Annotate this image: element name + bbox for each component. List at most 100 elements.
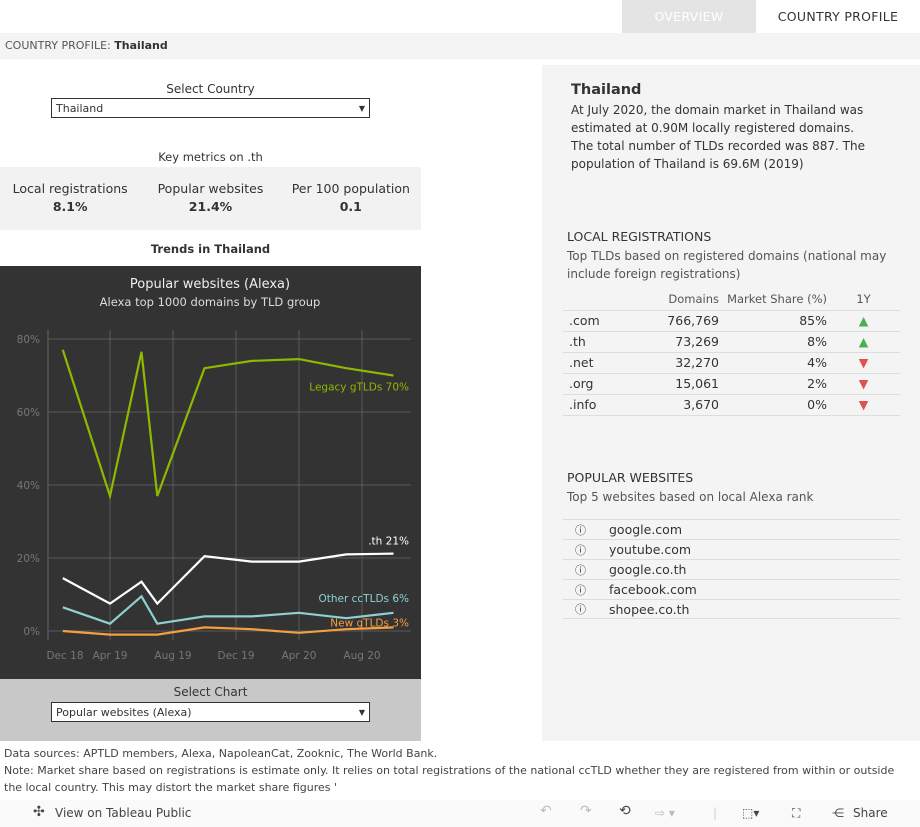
popular-websites-subtitle: Top 5 websites based on local Alexa rank — [567, 490, 814, 504]
domains: 15,061 — [633, 373, 719, 395]
series-label: New gTLDs 3% — [330, 617, 409, 629]
x-tick-label: Aug 20 — [343, 650, 380, 662]
website-name: shopee.co.th — [609, 601, 690, 617]
domains: 3,670 — [633, 394, 719, 416]
undo-icon[interactable]: ↶ — [540, 803, 552, 819]
download-icon[interactable]: ⬚▾ — [742, 806, 760, 820]
y-tick-label: 0% — [23, 626, 40, 638]
data-sources-note: Data sources: APTLD members, Alexa, Napo… — [4, 747, 438, 760]
metric-per-100-population: Per 100 population 0.1 — [291, 181, 410, 214]
market-share: 2% — [719, 373, 827, 395]
trend-down-icon: ▼ — [827, 373, 900, 395]
market-share: 0% — [719, 394, 827, 416]
dropdown-arrow-icon: ▼ — [358, 707, 365, 717]
country-select[interactable]: Thailand ▼ — [51, 98, 370, 118]
revert-icon[interactable]: ⟲ — [619, 803, 631, 819]
dropdown-arrow-icon: ▼ — [358, 103, 365, 113]
share-button[interactable]: Share — [853, 806, 888, 820]
chart-title: Popular websites (Alexa) — [130, 277, 290, 292]
domains: 766,769 — [633, 310, 719, 332]
series-label: .th 21% — [368, 536, 409, 548]
popular-websites-list: ⓘ google.com ⓘ youtube.com ⓘ google.co.th ⓘ fac… — [563, 519, 900, 619]
share-icon[interactable]: ⋲ — [832, 806, 844, 820]
country-detail-panel: Thailand At July 2020, the domain market… — [542, 65, 920, 741]
local-registrations-title: LOCAL REGISTRATIONS — [567, 229, 712, 244]
breadcrumb: COUNTRY PROFILE: Thailand — [0, 33, 920, 59]
tld: .com — [563, 310, 633, 332]
chart-select[interactable]: Popular websites (Alexa) ▼ — [51, 702, 370, 722]
x-tick-label: Dec 19 — [217, 650, 254, 662]
series-label: Legacy gTLDs 70% — [309, 382, 409, 394]
domains: 73,269 — [633, 331, 719, 353]
x-tick-label: Dec 18 — [46, 650, 83, 662]
website-item[interactable]: ⓘ facebook.com — [563, 579, 900, 599]
redo-icon[interactable]: ↷ — [580, 803, 592, 819]
tableau-toolbar: ✣ View on Tableau Public ↶ ↷ ⟲ ⇨ ▾ | ⬚▾ … — [0, 800, 920, 827]
info-icon[interactable]: ⓘ — [575, 603, 586, 616]
domains: 32,270 — [633, 352, 719, 374]
trend-up-icon: ▲ — [827, 310, 900, 332]
website-item[interactable]: ⓘ google.co.th — [563, 559, 900, 579]
chart-select-panel: Select Chart Popular websites (Alexa) ▼ — [0, 679, 421, 741]
tableau-logo-icon: ✣ — [33, 804, 45, 820]
local-registrations-subtitle: Top TLDs based on registered domains (na… — [567, 249, 887, 281]
website-name: youtube.com — [609, 542, 692, 557]
metric-local-registrations: Local registrations 8.1% — [12, 181, 128, 214]
info-icon[interactable]: ⓘ — [575, 523, 586, 537]
trend-down-icon: ▼ — [827, 394, 900, 416]
trend-up-icon: ▲ — [827, 331, 900, 353]
breadcrumb-label: COUNTRY PROFILE: — [5, 39, 111, 52]
info-icon[interactable]: ⓘ — [575, 543, 586, 557]
series-line--th[interactable] — [62, 552, 394, 606]
market-share: 4% — [719, 352, 827, 374]
series-line-new-gtlds[interactable] — [62, 626, 394, 636]
y-tick-label: 80% — [17, 334, 40, 346]
y-tick-label: 60% — [17, 407, 40, 419]
market-share-note: Note: Market share based on registration… — [4, 764, 895, 794]
website-name: google.com — [609, 522, 682, 537]
tld-row: .th 73,269 8% ▲ — [563, 331, 900, 353]
website-name: google.co.th — [609, 562, 687, 577]
fullscreen-icon[interactable]: ⛶ — [792, 806, 801, 820]
footnotes: Data sources: APTLD members, Alexa, Napo… — [4, 745, 914, 796]
view-on-tableau-link[interactable]: View on Tableau Public — [55, 806, 192, 820]
y-tick-label: 40% — [17, 480, 40, 492]
website-item[interactable]: ⓘ google.com — [563, 519, 900, 539]
trend-down-icon: ▼ — [827, 352, 900, 374]
select-country-label: Select Country — [166, 82, 255, 96]
market-share: 8% — [719, 331, 827, 353]
country-select-value: Thailand — [56, 101, 104, 115]
tld-table: Domains Market Share (%) 1Y .com 766,769 85%… — [563, 289, 900, 416]
series-line-other-cctlds[interactable] — [62, 594, 394, 625]
series-line-legacy-gtlds[interactable] — [61, 349, 394, 501]
tab-overview[interactable]: OVERVIEW — [622, 0, 756, 33]
tld-row: .org 15,061 2% ▼ — [563, 373, 900, 395]
tld: .th — [563, 331, 633, 353]
country-summary: At July 2020, the domain market in Thail… — [571, 103, 865, 171]
x-tick-label: Apr 20 — [282, 650, 317, 662]
tld-row: .info 3,670 0% ▼ — [563, 394, 900, 416]
key-metrics-title: Key metrics on .th — [158, 150, 263, 164]
website-item[interactable]: ⓘ shopee.co.th — [563, 599, 900, 619]
website-item[interactable]: ⓘ youtube.com — [563, 539, 900, 559]
trends-title: Trends in Thailand — [150, 242, 271, 256]
select-chart-label: Select Chart — [173, 685, 248, 699]
country-name: Thailand — [571, 82, 642, 98]
info-icon[interactable]: ⓘ — [575, 563, 586, 577]
info-icon[interactable]: ⓘ — [575, 583, 586, 597]
chart-subtitle: Alexa top 1000 domains by TLD group — [100, 295, 321, 309]
chart-select-value: Popular websites (Alexa) — [56, 705, 192, 719]
tld: .org — [563, 373, 633, 395]
tld: .net — [563, 352, 633, 374]
key-metrics: Local registrations 8.1% Popular websites… — [0, 167, 421, 230]
refresh-icon[interactable]: ⇨ ▾ — [655, 806, 675, 820]
tld-row: .com 766,769 85% ▲ — [563, 310, 900, 332]
breadcrumb-country: Thailand — [114, 39, 168, 52]
y-tick-label: 20% — [17, 553, 40, 565]
market-share: 85% — [719, 310, 827, 332]
series-label: Other ccTLDs 6% — [318, 593, 409, 605]
x-tick-label: Apr 19 — [93, 650, 128, 662]
tab-country-profile[interactable]: COUNTRY PROFILE — [756, 0, 920, 33]
toolbar-divider: | — [713, 806, 718, 820]
x-tick-label: Aug 19 — [154, 650, 191, 662]
